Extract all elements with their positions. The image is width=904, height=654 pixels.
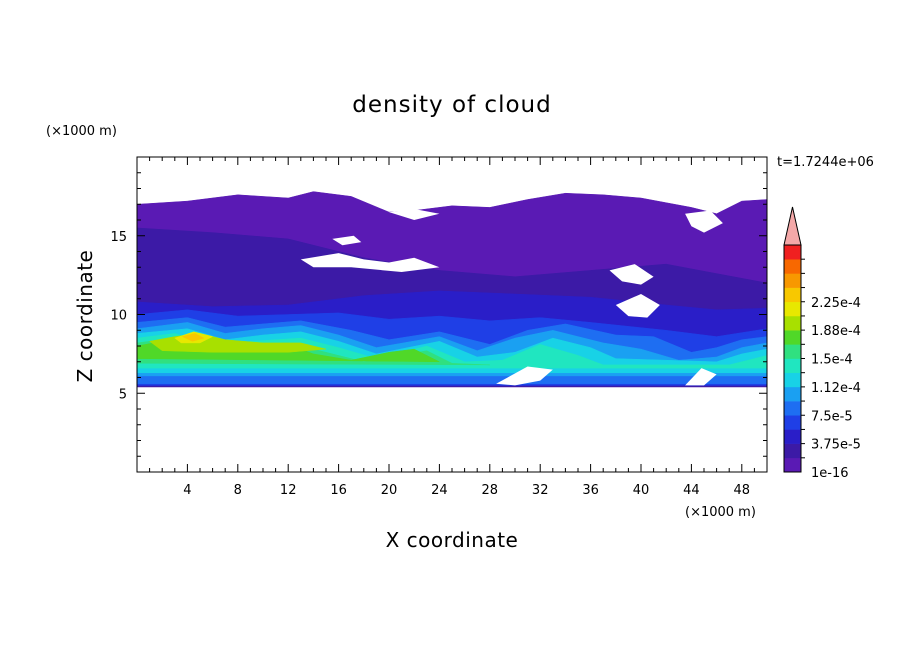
- colorbar-swatch: [784, 330, 801, 345]
- colorbar-swatch: [784, 273, 801, 288]
- colorbar-swatch: [784, 457, 801, 473]
- colorbar-label: 3.75e-5: [811, 438, 861, 453]
- colorbar-label: 1.12e-4: [811, 381, 861, 396]
- x-tick-label: 32: [532, 483, 549, 498]
- colorbar-swatch: [784, 429, 801, 444]
- x-axis-ticks: 4 8 12 16 20 24 28 32 36 40 44 48: [149, 157, 755, 498]
- y-axis-ticks: 5 10 15: [110, 172, 767, 457]
- colorbar-swatch: [784, 245, 801, 260]
- density-field: [136, 191, 768, 388]
- clear-regions: [300, 209, 723, 386]
- colorbar-swatch: [784, 443, 801, 459]
- colorbar-swatch: [784, 259, 801, 274]
- x-tick-label: 44: [683, 483, 700, 498]
- colorbar-swatch: [784, 386, 801, 402]
- chart-title: density of cloud: [352, 92, 551, 118]
- colorbar-label: 1.88e-4: [811, 324, 861, 339]
- colorbar-swatch: [784, 315, 801, 331]
- x-tick-label: 28: [482, 483, 499, 498]
- colorbar-swatch: [784, 287, 801, 303]
- clear-gap-0: [300, 253, 440, 272]
- colorbar-extend-arrow: [783, 206, 802, 246]
- x-tick-label: 48: [734, 483, 751, 498]
- colorbar-swatch: [784, 415, 801, 430]
- clear-gap-4: [615, 294, 660, 318]
- colorbar-swatch: [784, 372, 801, 388]
- y-axis-unit: (×1000 m): [46, 124, 117, 139]
- density-region-12: [181, 333, 205, 342]
- clear-gap-2: [389, 209, 440, 220]
- colorbar-swatch: [784, 301, 801, 317]
- colorbar-label: 1e-16: [811, 466, 849, 481]
- time-label: t=1.7244e+06: [777, 155, 874, 170]
- clear-gap-7: [685, 368, 717, 386]
- colorbar-label: 7.5e-5: [811, 409, 853, 424]
- x-tick-label: 16: [330, 483, 347, 498]
- x-tick-label: 20: [381, 483, 398, 498]
- clear-gap-6: [496, 366, 553, 386]
- y-tick-label: 15: [110, 230, 127, 245]
- x-axis-label: X coordinate: [386, 528, 519, 552]
- clear-gap-3: [609, 264, 654, 285]
- clear-gap-1: [332, 235, 362, 246]
- colorbar-label: 1.5e-4: [811, 353, 853, 368]
- colorbar: 1e-16 3.75e-5 7.5e-5 1.12e-4 1.5e-4 1.88e-4 2.…: [783, 206, 861, 481]
- x-tick-label: 12: [280, 483, 297, 498]
- y-tick-label: 10: [110, 309, 127, 324]
- x-tick-label: 40: [633, 483, 650, 498]
- colorbar-swatch: [784, 401, 801, 416]
- colorbar-swatch: [784, 358, 801, 373]
- x-tick-label: 4: [183, 483, 191, 498]
- y-tick-label: 5: [119, 387, 127, 402]
- colorbar-label: 2.25e-4: [811, 296, 861, 311]
- clear-gap-5: [685, 210, 723, 233]
- y-axis-label: Z coordinate: [73, 250, 97, 383]
- colorbar-swatch: [784, 344, 801, 359]
- x-tick-label: 8: [234, 483, 242, 498]
- x-tick-label: 24: [431, 483, 448, 498]
- x-tick-label: 36: [582, 483, 599, 498]
- x-axis-unit: (×1000 m): [685, 505, 756, 520]
